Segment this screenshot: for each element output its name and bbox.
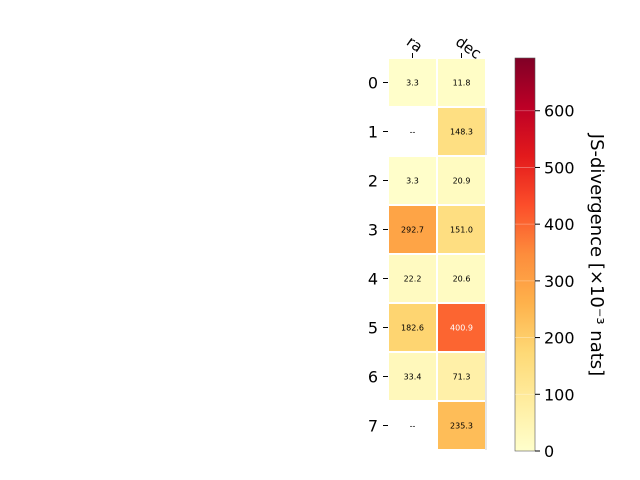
cell-value-label: 33.4 [404, 373, 422, 382]
row-label-7: 7 [368, 417, 378, 436]
cell-value-label: 11.8 [453, 79, 471, 88]
row-label-4: 4 [368, 270, 378, 289]
colorbar-tick-label: 100 [544, 385, 575, 404]
row-label-5: 5 [368, 319, 378, 338]
heatmap-cell-7-dec [438, 402, 485, 449]
cell-value-label: 182.6 [401, 324, 424, 333]
heatmap-plot-area: ra dec 0 1 2 3 4 5 6 7 3.3 11.8 -- 148.3 3.3 20.9 292.7 1… [368, 33, 487, 450]
cell-value-label: 151.0 [450, 226, 473, 235]
cell-value-label: 292.7 [401, 226, 424, 235]
heatmap-cell-0-dec [438, 59, 485, 106]
heatmap-cell-4-ra [389, 255, 436, 302]
cell-value-label: 20.9 [453, 177, 471, 186]
row-label-0: 0 [368, 74, 378, 93]
colorbar-tick-label: 0 [544, 442, 554, 461]
heatmap-cell-5-ra [389, 304, 436, 351]
row-label-2: 2 [368, 172, 378, 191]
heatmap-cell-6-dec [438, 353, 485, 400]
row-label-3: 3 [368, 221, 378, 240]
colorbar: 0 100 200 300 400 500 600 JS-divergence [×10⁻³ … [514, 57, 607, 461]
heatmap-cell-0-ra [389, 59, 436, 106]
colorbar-tick-label: 200 [544, 329, 575, 348]
colorbar-tick-label: 400 [544, 215, 575, 234]
cell-value-label: 71.3 [453, 373, 471, 382]
row-label-1: 1 [368, 123, 378, 142]
heatmap-cell-4-dec [438, 255, 485, 302]
colorbar-tick-label: 500 [544, 158, 575, 177]
colorbar-gradient [514, 57, 536, 452]
heatmap-cell-2-ra [389, 157, 436, 204]
heatmap-cell-3-ra [389, 206, 436, 253]
cell-value-label: 3.3 [406, 79, 419, 88]
heatmap-cell-2-dec [438, 157, 485, 204]
cell-value-label: 148.3 [450, 128, 473, 137]
cell-value-label: 20.6 [453, 275, 471, 284]
colorbar-label: JS-divergence [×10⁻³ nats] [586, 133, 607, 376]
row-label-6: 6 [368, 368, 378, 387]
cell-missing-label: -- [410, 128, 416, 137]
cell-value-label: 22.2 [404, 275, 422, 284]
cell-value-label: 400.9 [450, 324, 473, 333]
heatmap-cell-3-dec [438, 206, 485, 253]
heatmap-cell-1-dec [438, 108, 485, 155]
colorbar-tick-label: 600 [544, 102, 575, 121]
column-label-ra: ra [403, 33, 426, 57]
heatmap-cell-6-ra [389, 353, 436, 400]
cell-value-label: 3.3 [406, 177, 419, 186]
heatmap-cell-5-dec [438, 304, 485, 351]
colorbar-tick-label: 300 [544, 272, 575, 291]
cell-missing-label: -- [410, 422, 416, 431]
column-label-dec: dec [452, 33, 484, 63]
cell-value-label: 235.3 [450, 422, 473, 431]
